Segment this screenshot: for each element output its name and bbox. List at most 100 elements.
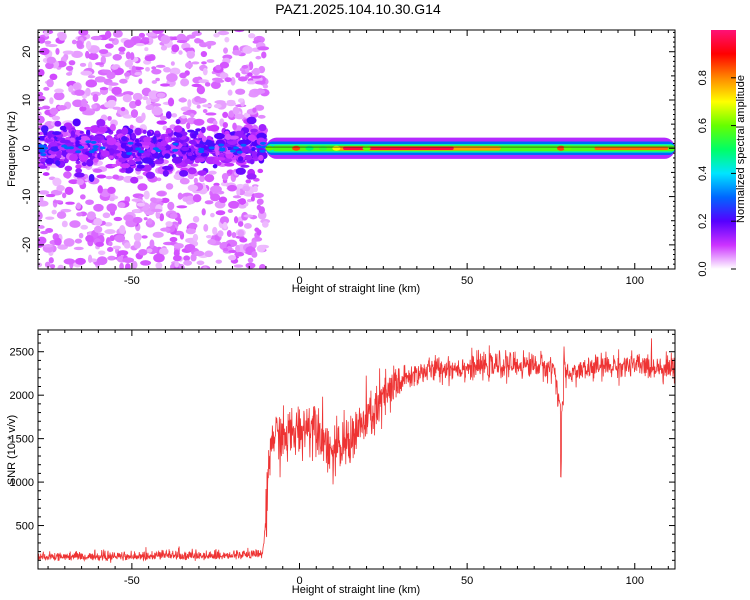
spectrogram-noise-blob [73,246,84,251]
spectrogram-noise-blob [51,115,61,121]
spectrogram-band-blob [151,149,156,154]
spectrogram-noise-blob [235,244,241,253]
spectrogram-noise-blob [106,203,118,213]
spectrogram-noise-blob [173,249,180,257]
spectrogram-noise-blob [104,229,116,235]
spectrogram-noise-blob [212,120,218,126]
spectrogram-x-tick-label: -50 [124,275,140,287]
spectrogram-noise-blob [239,237,248,243]
spectrogram-noise-blob [137,183,148,191]
spectrogram-y-axis-title: Frequency (Hz) [6,111,18,187]
spectrogram-noise-blob [150,197,157,203]
spectrogram-noise-blob [202,266,208,269]
spectrogram-band-blob [43,138,54,143]
spectrogram-noise-blob [38,36,46,44]
spectrogram-noise-blob [222,247,229,252]
spectrogram-noise-blob [215,259,223,264]
spectrogram-noise-blob [227,208,233,214]
spectrogram-noise-blob [192,215,200,223]
spectrogram-band-blob [143,136,152,143]
spectrogram-noise-blob [156,92,166,98]
spectrogram-noise-blob [185,227,196,235]
spectrogram-noise-blob [38,211,43,221]
spectrogram-noise-blob [151,103,162,107]
spectrogram-band-blob [124,145,134,153]
spectrogram-noise-blob [152,30,164,34]
spectrogram-noise-blob [201,61,207,65]
spectrogram-noise-blob [138,32,146,38]
spectrogram-noise-blob [238,204,247,209]
spectrogram-noise-blob [63,171,72,179]
spectrogram-noise-blob [72,99,84,108]
spectrogram-noise-blob [109,123,116,132]
spectrogram-noise-blob [250,75,262,79]
spectrogram-band-blob [198,150,205,154]
spectrogram-noise-blob [80,224,89,230]
spectrogram-noise-blob [241,65,249,69]
spectrogram-noise-blob [68,85,74,93]
snr-x-tick-label: -50 [124,575,140,587]
spectrogram-y-tick-label: -20 [21,237,33,253]
spectrogram-noise-blob [66,72,73,76]
spectrogram-noise-blob [107,186,116,194]
spectrogram-noise-blob [207,43,212,50]
snr-background [38,330,675,569]
spectrogram-noise-blob [245,179,252,184]
spectrogram-noise-blob [166,73,178,83]
spectrogram-noise-blob [193,177,198,184]
spectrogram-noise-blob [262,84,269,89]
colorbar-gradient [711,30,736,269]
spectrogram-noise-blob [243,223,252,229]
spectrogram-noise-blob [43,86,50,91]
spectrogram-noise-blob [169,81,176,86]
spectrogram-y-tick-label: 0 [21,145,33,151]
spectrogram-noise-blob [122,257,135,263]
spectrogram-noise-blob [129,52,135,61]
spectrogram-band-blob [175,119,181,125]
spectrogram-band-blob [79,130,84,134]
spectrogram-band-blob [142,129,147,135]
spectrogram-noise-blob [40,230,49,235]
spectrogram-noise-blob [252,67,261,76]
spectrogram-band-blob [135,160,143,165]
spectrogram-band-blob [172,142,179,146]
spectrogram-noise-blob [183,255,191,262]
spectrogram-band-blob [92,157,99,163]
spectrogram-noise-blob [215,210,226,216]
spectrogram-noise-blob [112,30,123,38]
spectrogram-noise-blob [46,43,58,48]
spectrogram-noise-blob [257,46,270,51]
spectrogram-noise-blob [235,72,241,78]
spectrogram-panel: -50 0 50 100 -20 -10 0 10 20 Height of straight… [6,29,676,295]
spectrogram-band-blob [171,156,183,164]
spectrogram-noise-blob [170,61,175,66]
spectrogram-noise-blob [143,190,150,200]
spectrogram-band-blob [218,143,225,147]
spectrogram-band-blob [75,164,82,170]
spectrogram-band-blob [249,159,255,165]
spectrogram-band-blob [114,141,121,146]
spectrogram-noise-blob [261,51,267,59]
spectrogram-noise-blob [219,216,230,225]
spectrogram-noise-blob [79,62,87,67]
spectrogram-noise-blob [200,50,208,58]
spectrogram-noise-blob [46,56,57,64]
spectrogram-noise-blob [91,104,98,109]
spectrogram-noise-blob [119,78,128,84]
spectrogram-band-blob [246,116,257,125]
spectrogram-noise-blob [94,76,106,83]
spectrogram-noise-blob [93,203,104,212]
spectrogram-band-blob [214,132,225,140]
spectrogram-noise-blob [57,244,68,250]
spectrogram-band-blob [89,125,99,134]
spectrogram-noise-blob [49,73,58,81]
spectrogram-band-blob [195,128,202,132]
spectrogram-noise-blob [196,85,206,95]
spectrogram-band-blob [170,137,181,142]
spectrogram-noise-blob [222,221,228,230]
spectrogram-noise-blob [141,235,148,239]
spectrogram-noise-blob [221,173,229,181]
spectrogram-noise-blob [107,255,117,261]
spectrogram-noise-blob [79,105,87,112]
spectrogram-band-blob [241,152,246,158]
